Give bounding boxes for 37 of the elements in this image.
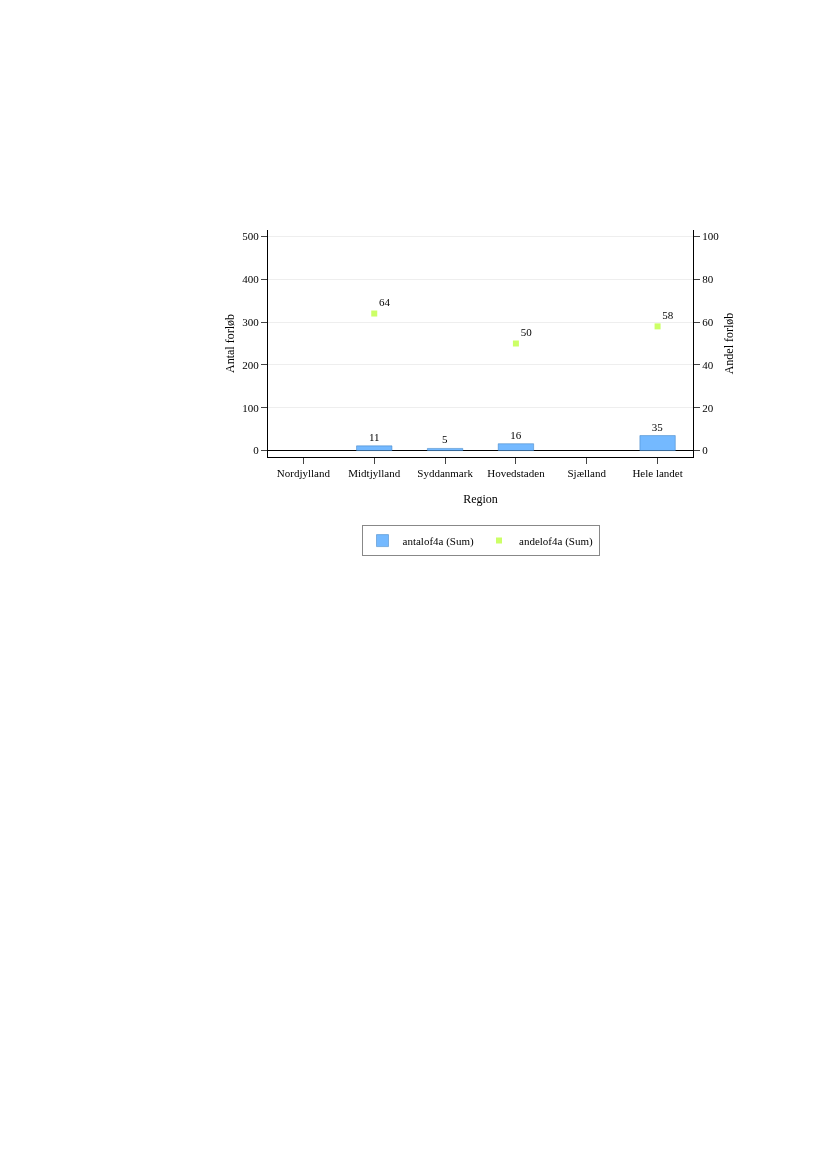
bar: [497, 443, 534, 451]
y2-tick-label: 100: [702, 230, 720, 243]
y2-tick-label: 40: [702, 358, 714, 371]
bar: [356, 445, 393, 451]
x-tick-label: Midtjylland: [348, 467, 401, 480]
x-tick-label: Nordjylland: [276, 467, 331, 480]
x-tick-label: Sjælland: [567, 467, 607, 480]
y-tick-label: 0: [253, 444, 260, 457]
y-tick-label: 100: [242, 401, 260, 414]
data-label: 5: [442, 433, 449, 446]
x-tick-label: Hele landet: [632, 467, 683, 480]
data-label: 16: [510, 428, 522, 441]
data-label: 35: [651, 420, 664, 433]
y2-tick-label: 0: [702, 444, 709, 457]
x-tick-label: Hovedstaden: [487, 467, 546, 480]
data-label: 58: [662, 308, 674, 321]
bar: [639, 435, 676, 451]
legend-label: antalof4a (Sum): [402, 534, 475, 548]
y2-tick-label: 60: [702, 315, 714, 328]
bar: [427, 448, 464, 451]
data-label: 50: [520, 326, 533, 338]
y-tick-label: 400: [242, 273, 260, 286]
x-tick-label: Syddanmark: [417, 467, 474, 480]
point: [654, 323, 661, 330]
y2-axis-title: Andel forløb: [722, 312, 736, 375]
y-tick-label: 200: [242, 358, 260, 371]
data-label: 11: [368, 430, 380, 443]
y-tick-label: 500: [242, 230, 260, 243]
data-label: 64: [379, 296, 391, 309]
y-axis-title: Antal forløb: [223, 314, 237, 373]
x-axis-title: Region: [463, 492, 498, 506]
point: [512, 340, 519, 347]
point: [371, 310, 378, 317]
legend-label: andelof4a (Sum): [519, 534, 593, 548]
y-tick-label: 300: [242, 315, 260, 328]
y2-tick-label: 20: [702, 401, 714, 414]
y2-tick-label: 80: [702, 273, 714, 286]
